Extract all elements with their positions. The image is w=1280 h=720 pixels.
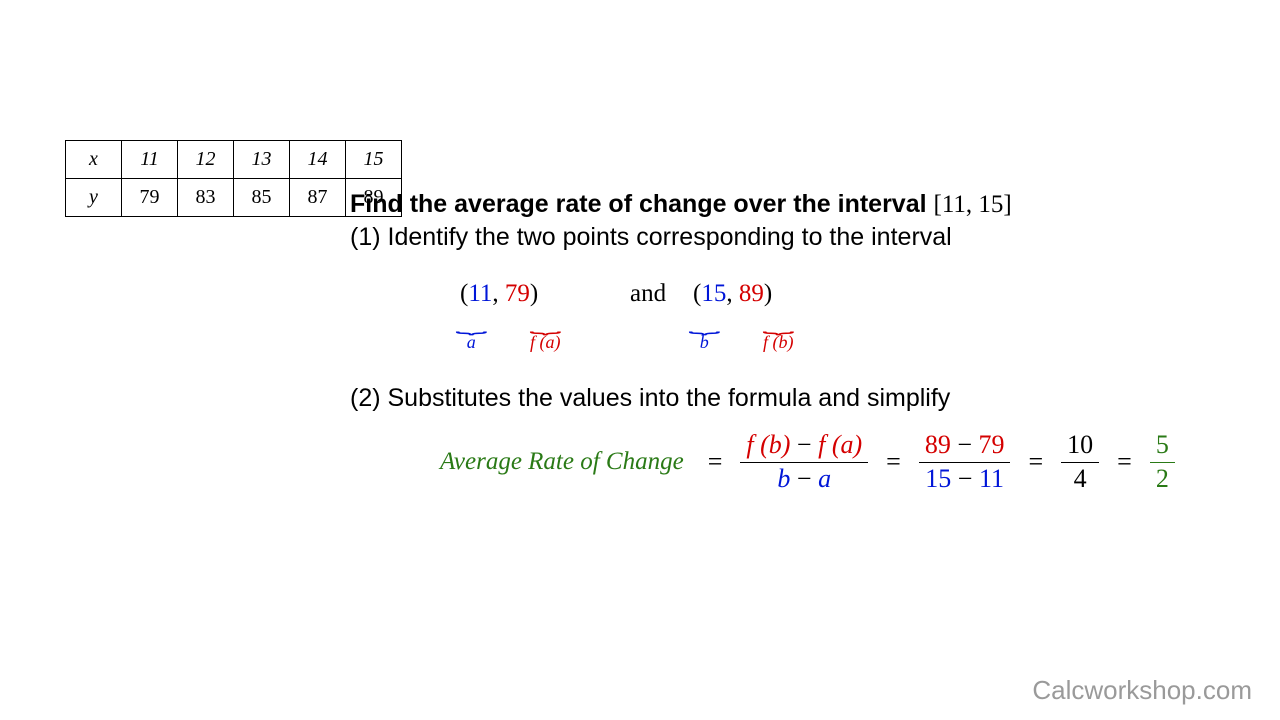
th-13: 13 (234, 141, 290, 179)
eq-3: = (1022, 447, 1049, 477)
th-11: 11 (122, 141, 178, 179)
interval-text: [11, 15] (934, 191, 1012, 218)
th-12: 12 (178, 141, 234, 179)
attribution-text: Calcworkshop.com (1032, 675, 1252, 706)
point-2: (15, 89) (693, 280, 772, 308)
step-1-label: (1) Identify the two points correspondin… (350, 223, 1230, 252)
step-2-label: (2) Substitutes the values into the form… (350, 384, 1230, 413)
frac-answer: 5 2 (1150, 431, 1175, 493)
title-bold: Find the average rate of change over the… (350, 190, 927, 218)
th-x: x (66, 141, 122, 179)
frac-symbolic: f (b) − f (a) b − a (740, 431, 868, 493)
brace-fa: ⏟ f (a) (530, 320, 561, 353)
td-0: 79 (122, 179, 178, 217)
formula-row: Average Rate of Change = f (b) − f (a) b… (440, 431, 1230, 493)
td-1: 83 (178, 179, 234, 217)
th-y: y (66, 179, 122, 217)
eq-2: = (880, 447, 907, 477)
frac-reduced-1: 10 4 (1061, 431, 1099, 493)
th-15: 15 (346, 141, 402, 179)
aroc-label: Average Rate of Change (440, 448, 684, 476)
brace-a: ⏟ a (464, 320, 478, 353)
frac-numeric: 89 − 79 15 − 11 (919, 431, 1011, 493)
brace-row: ⏟ a ⏟ f (a) ⏟ b ⏟ f (b) (350, 320, 1230, 370)
problem-title: Find the average rate of change over the… (350, 190, 1230, 219)
td-3: 87 (290, 179, 346, 217)
brace-b: ⏟ b (697, 320, 711, 353)
td-2: 85 (234, 179, 290, 217)
eq-1: = (702, 447, 729, 477)
brace-fb: ⏟ f (b) (763, 320, 794, 353)
th-14: 14 (290, 141, 346, 179)
and-text: and (630, 280, 666, 308)
points-row: (11, 79) and (15, 89) (350, 280, 1230, 320)
point-1: (11, 79) (460, 280, 538, 308)
explanation-panel: Find the average rate of change over the… (350, 190, 1230, 493)
eq-4: = (1111, 447, 1138, 477)
